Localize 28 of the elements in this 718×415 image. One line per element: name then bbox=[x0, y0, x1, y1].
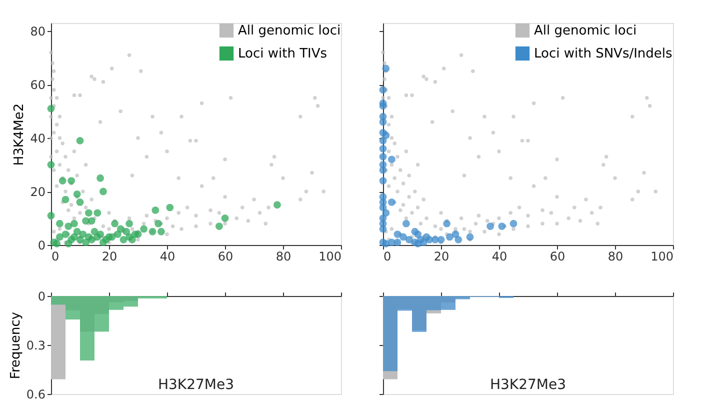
legend-label: Loci with TIVs bbox=[238, 46, 328, 62]
x-tick-label: 0 bbox=[384, 250, 392, 264]
x-tick-label: 80 bbox=[276, 250, 292, 264]
x-tick-label: 20 bbox=[102, 250, 118, 264]
y-tick-label: 20 bbox=[30, 185, 46, 200]
y-tick-label: 60 bbox=[30, 78, 46, 92]
x-axis-title: H3K27Me3 bbox=[158, 377, 234, 393]
y-axis-title: H3K4Me2 bbox=[12, 103, 28, 166]
y-tick-label: 0.6 bbox=[26, 388, 46, 402]
x-tick-label: 100 bbox=[650, 250, 674, 264]
legend-label: All genomic loci bbox=[534, 24, 637, 38]
legend-label: All genomic loci bbox=[238, 24, 341, 38]
y-tick-label: 0 bbox=[38, 238, 46, 252]
y-tick-label: 80 bbox=[30, 24, 46, 39]
x-tick-label: 100 bbox=[318, 250, 342, 264]
y-tick-label: 40 bbox=[30, 132, 46, 146]
x-tick-label: 40 bbox=[160, 250, 176, 264]
y-tick-label: 0.3 bbox=[26, 338, 46, 352]
x-axis-title: H3K27Me3 bbox=[490, 377, 566, 393]
x-tick-label: 60 bbox=[550, 250, 566, 264]
x-tick-label: 80 bbox=[608, 250, 624, 264]
x-tick-label: 0 bbox=[52, 250, 60, 264]
y-tick-label: 0 bbox=[38, 290, 46, 304]
legend-label: Loci with SNVs/Indels bbox=[534, 46, 673, 62]
x-tick-label: 20 bbox=[434, 250, 450, 264]
x-tick-label: 60 bbox=[218, 250, 234, 264]
x-tick-label: 40 bbox=[492, 250, 508, 264]
y-axis-title: Frequency bbox=[8, 312, 24, 380]
